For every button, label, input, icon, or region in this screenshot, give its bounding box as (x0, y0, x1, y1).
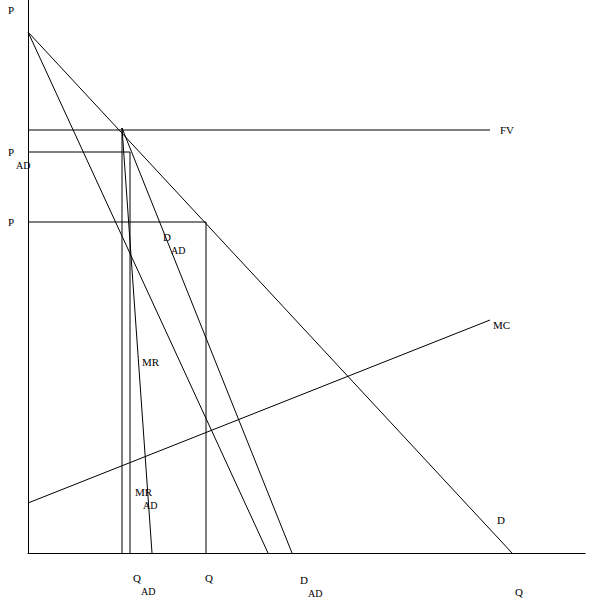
svg-text:Q: Q (515, 586, 523, 598)
svg-text:MR: MR (142, 356, 160, 368)
svg-text:D: D (497, 514, 505, 526)
svg-text:AD: AD (308, 588, 322, 599)
svg-text:P: P (8, 216, 14, 228)
svg-text:D: D (163, 231, 171, 243)
svg-text:FV: FV (500, 124, 514, 136)
svg-text:D: D (300, 574, 308, 586)
svg-text:Q: Q (205, 572, 213, 584)
svg-text:AD: AD (141, 586, 155, 597)
svg-text:P: P (8, 146, 14, 158)
svg-text:MR: MR (135, 486, 153, 498)
svg-text:P: P (8, 4, 14, 16)
svg-text:MC: MC (493, 319, 510, 331)
svg-text:AD: AD (143, 500, 157, 511)
svg-text:AD: AD (16, 159, 31, 171)
svg-text:AD: AD (171, 245, 185, 256)
svg-text:Q: Q (133, 572, 141, 584)
